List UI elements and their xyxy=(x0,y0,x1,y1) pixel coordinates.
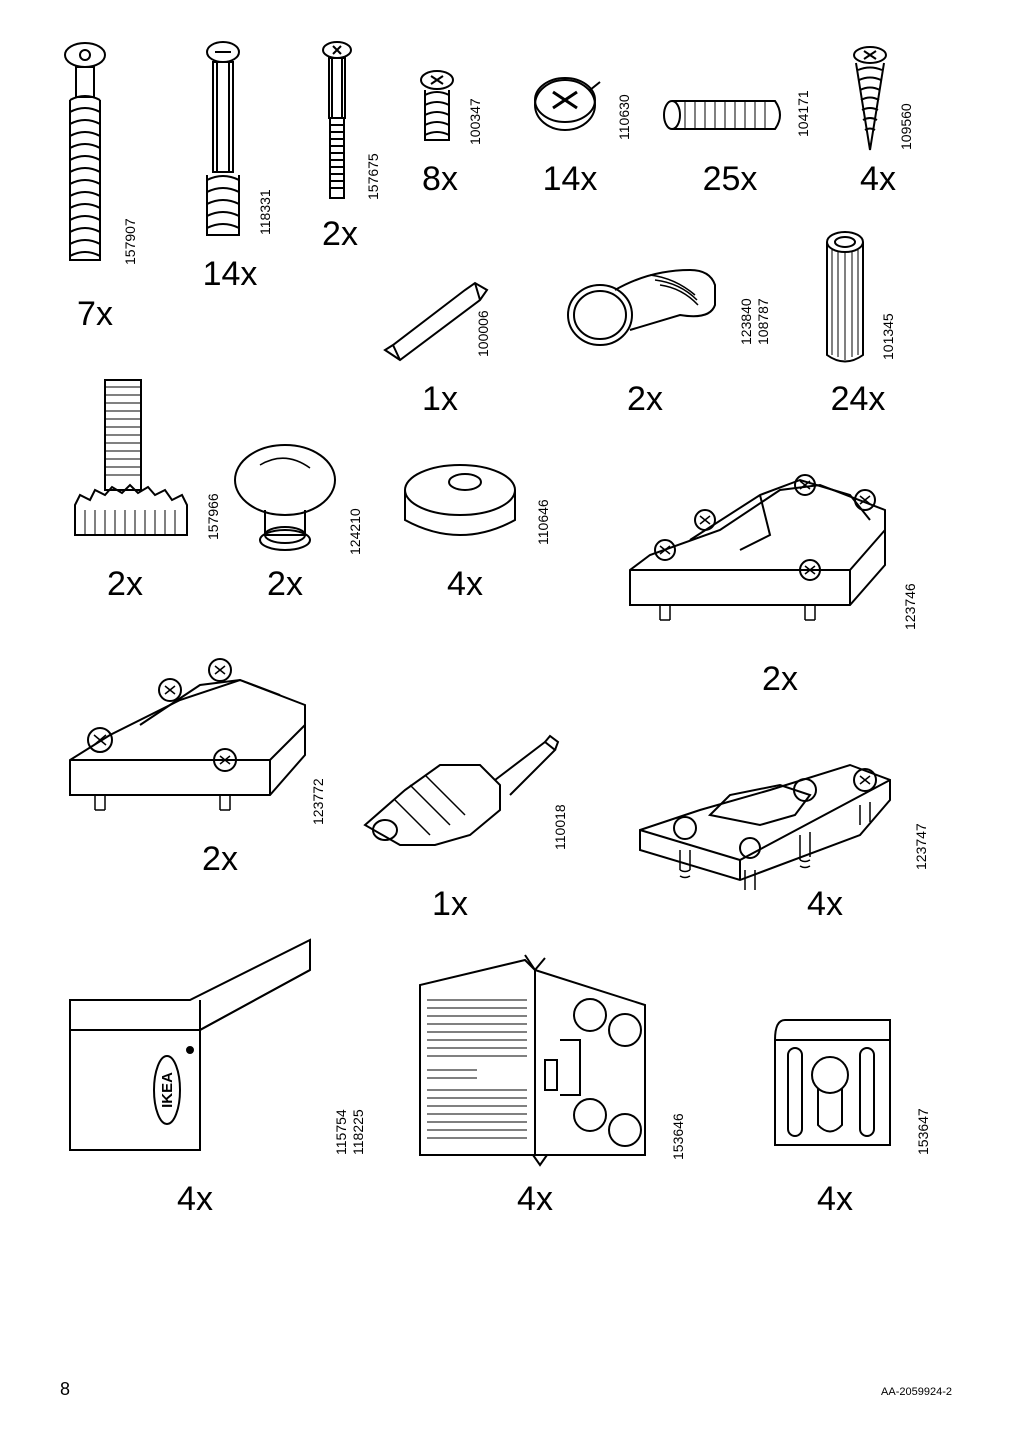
qty-123840: 2x xyxy=(615,380,675,419)
qty-153647: 4x xyxy=(805,1180,865,1219)
part-153647: 153647 xyxy=(760,1010,910,1160)
part-124210: 124210 xyxy=(225,440,345,560)
document-reference: AA-2059924-2 xyxy=(881,1386,952,1398)
part-101345: 101345 xyxy=(820,230,875,370)
part-123747: 123747 xyxy=(620,740,910,900)
assembly-hardware-page: 157907 7x 118331 14x xyxy=(60,40,952,1392)
part-153646: 153646 xyxy=(405,940,665,1170)
part-110646: 110646 xyxy=(400,460,530,550)
partnum-110646: 110646 xyxy=(535,499,552,545)
part-104171: 104171 xyxy=(660,95,790,135)
qty-100006: 1x xyxy=(410,380,470,419)
part-100006: 100006 xyxy=(375,275,495,365)
qty-157675: 2x xyxy=(310,215,370,254)
svg-text:IKEA: IKEA xyxy=(159,1072,176,1108)
qty-157907: 7x xyxy=(65,295,125,334)
partnum-109560: 109560 xyxy=(898,103,915,150)
qty-110630: 14x xyxy=(530,160,610,199)
partnum-123747: 123747 xyxy=(913,823,930,870)
qty-123747: 4x xyxy=(795,885,855,924)
part-115754: IKEA 115754 118225 xyxy=(50,930,330,1170)
partnum-153647: 153647 xyxy=(915,1108,932,1155)
qty-123772: 2x xyxy=(190,840,250,879)
partnum-100347: 100347 xyxy=(467,98,484,145)
page-number: 8 xyxy=(60,1379,70,1400)
qty-110646: 4x xyxy=(435,565,495,604)
part-109560: 109560 xyxy=(850,45,895,155)
part-123772: 123772 xyxy=(40,640,330,840)
part-157675: 157675 xyxy=(315,40,365,210)
part-118331: 118331 xyxy=(195,40,255,250)
partnum-104171: 104171 xyxy=(795,90,812,137)
partnum-157907: 157907 xyxy=(122,218,139,265)
qty-123746: 2x xyxy=(750,660,810,699)
partnum-153646: 153646 xyxy=(670,1113,687,1160)
part-110630: 110630 xyxy=(530,70,610,140)
partnum-110630: 110630 xyxy=(616,94,633,140)
qty-109560: 4x xyxy=(848,160,908,199)
partnum-124210: 124210 xyxy=(347,508,364,555)
part-157907: 157907 xyxy=(60,40,120,280)
partnum-100006: 100006 xyxy=(475,310,492,357)
qty-101345: 24x xyxy=(818,380,898,419)
part-123746: 123746 xyxy=(590,440,900,640)
qty-110018: 1x xyxy=(420,885,480,924)
partnum-118331: 118331 xyxy=(257,189,274,235)
partnum-123772: 123772 xyxy=(310,778,327,825)
qty-124210: 2x xyxy=(255,565,315,604)
qty-115754: 4x xyxy=(165,1180,225,1219)
part-123840: 123840 108787 xyxy=(560,250,730,360)
partnum-157966: 157966 xyxy=(205,493,222,540)
partnum-110018: 110018 xyxy=(552,804,569,850)
partnum-157675: 157675 xyxy=(365,153,382,200)
partnum-115754: 115754 118225 xyxy=(333,1109,367,1155)
partnum-123840: 123840 108787 xyxy=(738,298,772,345)
qty-104171: 25x xyxy=(690,160,770,199)
part-110018: 110018 xyxy=(350,730,560,870)
qty-118331: 14x xyxy=(190,255,270,294)
part-157966: 157966 xyxy=(60,375,200,555)
partnum-123746: 123746 xyxy=(902,583,919,630)
qty-157966: 2x xyxy=(95,565,155,604)
qty-153646: 4x xyxy=(505,1180,565,1219)
part-100347: 100347 xyxy=(415,70,465,150)
partnum-101345: 101345 xyxy=(880,313,897,360)
qty-100347: 8x xyxy=(410,160,470,199)
